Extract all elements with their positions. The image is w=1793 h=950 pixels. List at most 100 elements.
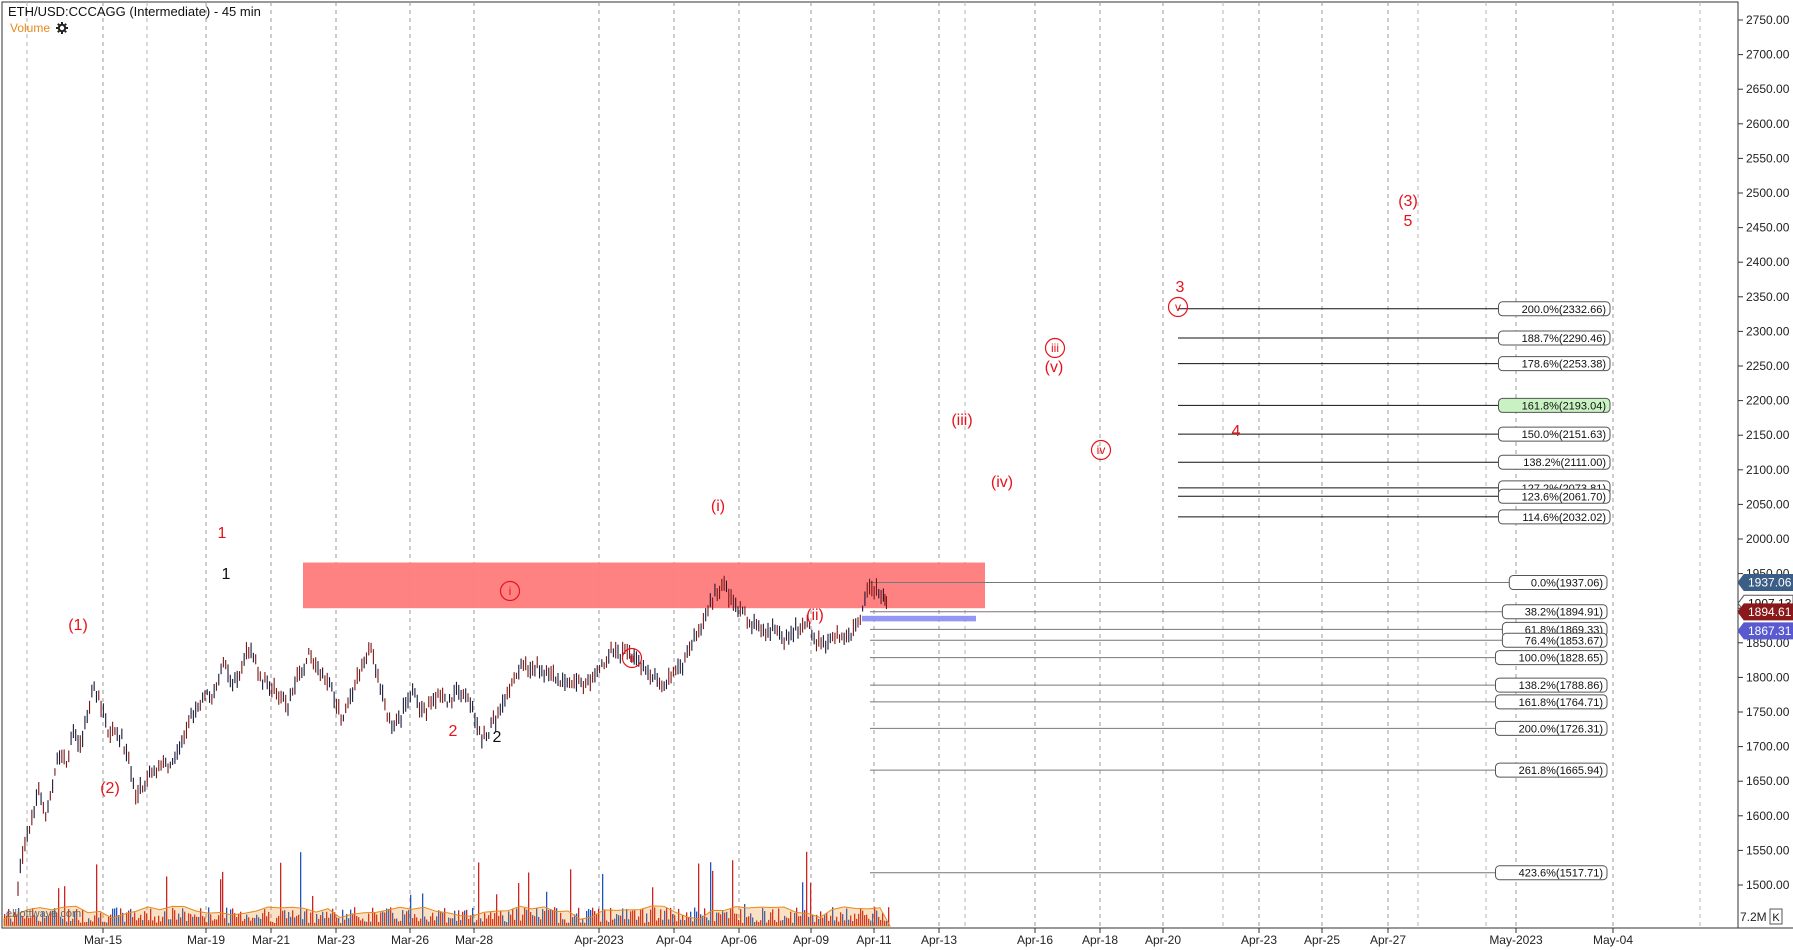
volume-bar — [508, 911, 510, 926]
volume-bar — [418, 921, 420, 926]
volume-bar — [192, 916, 194, 926]
x-tick-label: Mar-19 — [187, 933, 225, 947]
volume-bar — [526, 909, 528, 926]
volume-bar — [882, 912, 884, 926]
volume-axis-unit: K — [1772, 912, 1780, 924]
volume-bar — [338, 918, 340, 926]
volume-bar — [264, 909, 266, 926]
volume-bar — [262, 913, 264, 926]
volume-bar — [48, 915, 50, 926]
x-tick-label: May-04 — [1593, 933, 1633, 947]
volume-bar — [424, 916, 426, 926]
fib-extension-label: 178.6%(2253.38) — [1522, 359, 1606, 371]
x-tick-label: Mar-21 — [252, 933, 290, 947]
volume-bar — [536, 908, 538, 926]
price-tag-label: 1867.31 — [1748, 624, 1792, 638]
volume-bar — [352, 913, 354, 926]
x-tick-label: Mar-28 — [455, 933, 493, 947]
volume-bar — [64, 886, 66, 926]
volume-bar — [210, 914, 212, 926]
volume-bar — [134, 912, 136, 926]
volume-bar — [814, 921, 816, 926]
volume-bar — [528, 872, 530, 926]
volume-bar — [244, 918, 246, 926]
volume-bar — [272, 921, 274, 926]
wave-label: v — [1175, 300, 1181, 314]
volume-bar — [474, 922, 476, 926]
volume-bar — [74, 911, 76, 926]
volume-bar — [682, 915, 684, 926]
volume-bar — [146, 913, 148, 926]
volume-bar — [756, 920, 758, 926]
volume-bar — [872, 913, 874, 926]
volume-bar — [820, 911, 822, 926]
volume-bar — [24, 918, 26, 926]
volume-bar — [594, 911, 596, 926]
volume-bar — [596, 913, 598, 926]
fib-retrace-label: 200.0%(1726.31) — [1519, 723, 1603, 735]
volume-bar — [666, 907, 668, 926]
volume-bar — [804, 910, 806, 926]
volume-bar — [200, 908, 202, 926]
volume-bar — [818, 918, 820, 926]
volume-bar — [658, 917, 660, 926]
volume-bar — [184, 911, 186, 926]
y-tick-label: 1600.00 — [1746, 809, 1790, 823]
fib-extension-label: 150.0%(2151.63) — [1522, 429, 1606, 441]
volume-bar — [450, 918, 452, 926]
volume-bar — [628, 919, 630, 926]
gear-icon[interactable] — [56, 22, 69, 34]
volume-bar — [878, 916, 880, 926]
volume-bar — [420, 918, 422, 926]
volume-bar — [832, 907, 834, 926]
volume-bar — [798, 916, 800, 926]
volume-bar — [884, 920, 886, 926]
volume-bar — [80, 922, 82, 926]
volume-bar — [110, 914, 112, 926]
fib-extension-box — [1498, 397, 1611, 413]
volume-bar — [840, 912, 842, 926]
volume-bar — [242, 921, 244, 926]
volume-bar — [290, 916, 292, 926]
volume-bar — [326, 911, 328, 926]
volume-bar — [784, 915, 786, 926]
volume-bar — [86, 921, 88, 926]
volume-bar — [848, 919, 850, 926]
volume-bar — [674, 915, 676, 926]
volume-bar — [680, 919, 682, 926]
y-tick-label: 2350.00 — [1746, 290, 1790, 304]
volume-bar — [698, 863, 700, 926]
volume-bar — [684, 920, 686, 926]
y-tick-label: 2000.00 — [1746, 532, 1790, 546]
volume-bar — [66, 921, 68, 926]
volume-bar — [558, 922, 560, 926]
volume-bar — [364, 921, 366, 926]
volume-bar — [82, 909, 84, 926]
volume-indicator[interactable]: Volume — [10, 21, 69, 35]
fib-retrace-box — [1495, 865, 1608, 881]
volume-bar — [810, 882, 812, 926]
volume-bar — [530, 911, 532, 926]
wave-label: 5 — [1404, 213, 1413, 230]
volume-bar — [710, 862, 712, 926]
volume-bar — [278, 915, 280, 926]
fib-retrace-box — [1495, 677, 1608, 693]
volume-bar — [678, 908, 680, 926]
volume-bar — [790, 911, 792, 926]
volume-bar — [330, 913, 332, 926]
volume-bar — [646, 913, 648, 926]
wave-label: 1 — [222, 566, 231, 583]
volume-bar — [382, 911, 384, 926]
volume-bar — [316, 913, 318, 926]
volume-bar — [190, 914, 192, 926]
volume-bar — [92, 921, 94, 926]
volume-bar — [724, 912, 726, 926]
volume-bar — [738, 919, 740, 926]
y-tick-label: 2750.00 — [1746, 13, 1790, 27]
volume-bar — [688, 917, 690, 926]
volume-bar — [214, 919, 216, 926]
volume-bar — [858, 913, 860, 926]
volume-bar — [534, 916, 536, 926]
volume-bar — [94, 915, 96, 926]
volume-bar — [862, 910, 864, 926]
